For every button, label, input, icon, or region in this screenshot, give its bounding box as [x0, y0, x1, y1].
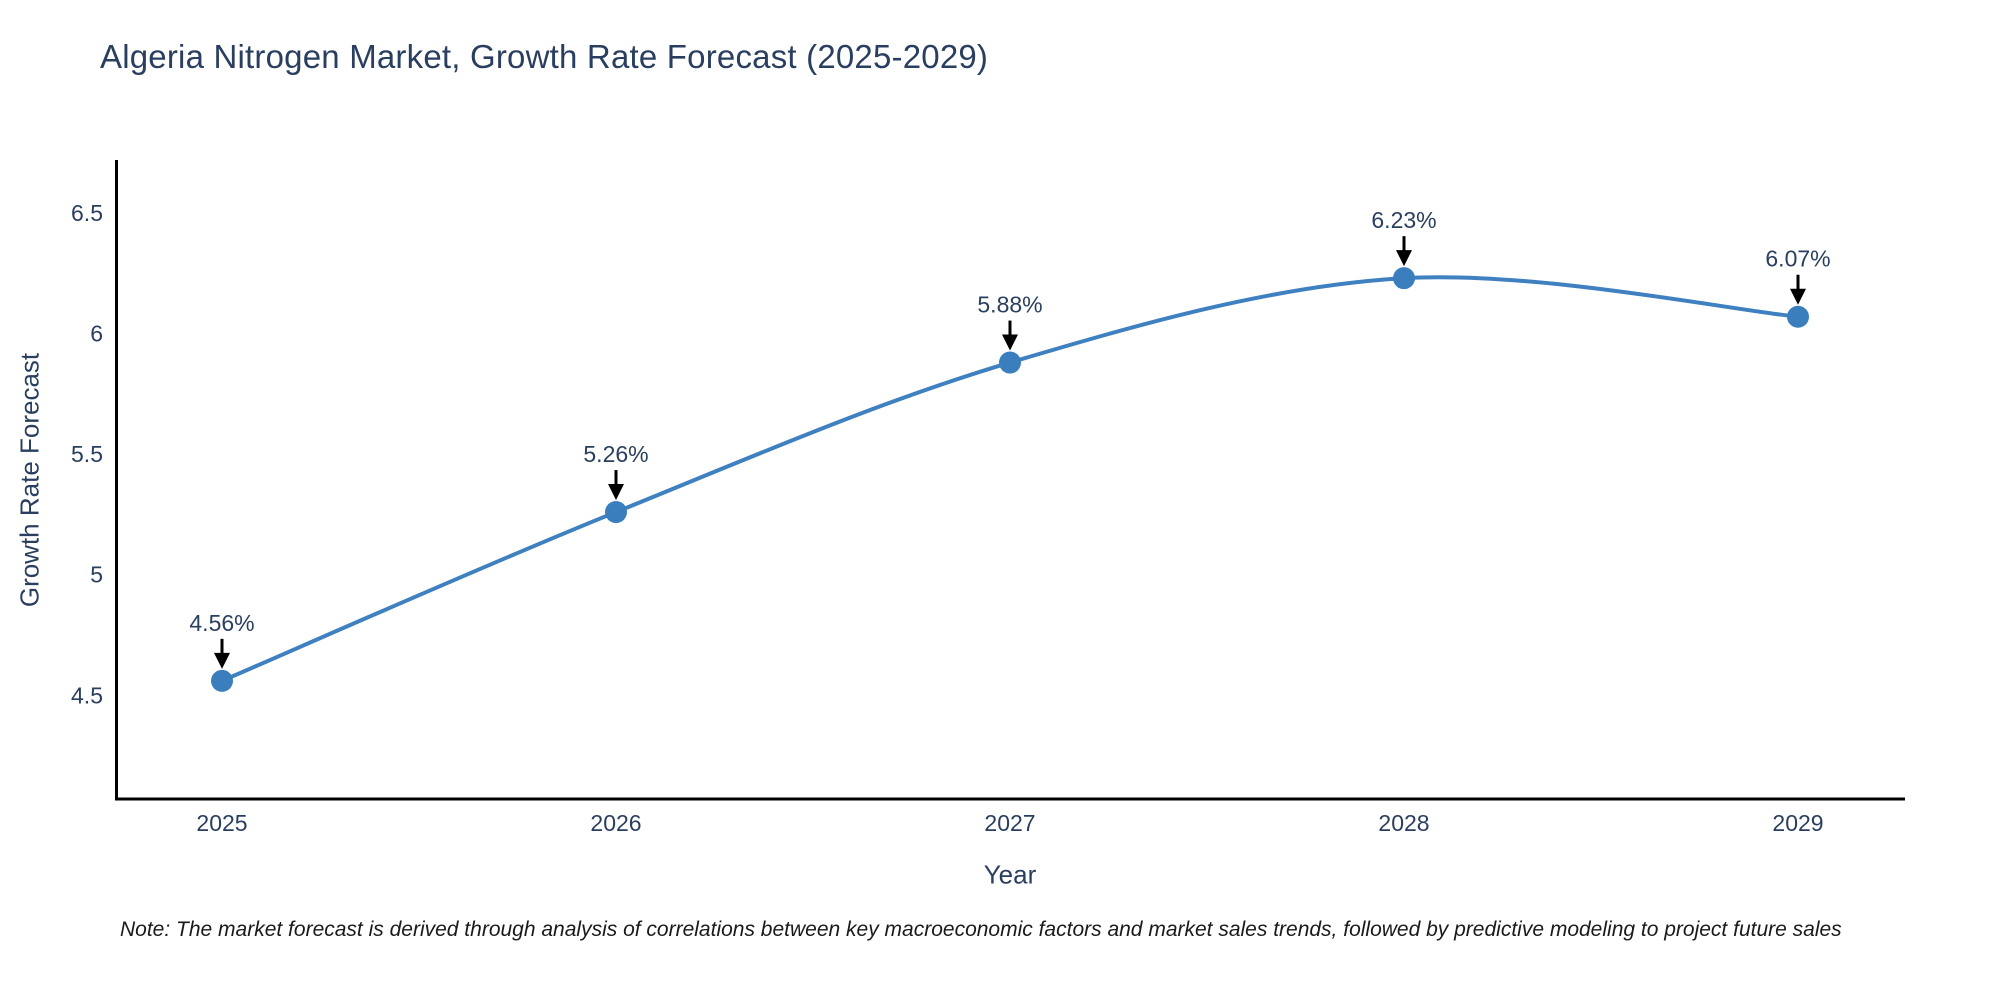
data-point-label: 5.88% — [977, 292, 1042, 318]
data-point-marker — [999, 351, 1021, 374]
x-tick-label: 2025 — [196, 810, 247, 836]
data-point-label: 6.23% — [1371, 207, 1436, 233]
data-point-label: 5.26% — [583, 441, 648, 467]
data-point-marker — [1393, 267, 1415, 290]
annotation-arrow-head — [608, 484, 624, 501]
data-point-label: 4.56% — [189, 610, 254, 636]
y-axis-title: Growth Rate Forecast — [14, 352, 45, 608]
x-axis-title: Year — [983, 859, 1037, 890]
annotation-arrow-head — [1002, 334, 1018, 351]
chart-title: Algeria Nitrogen Market, Growth Rate For… — [100, 38, 989, 75]
y-tick-label: 5 — [90, 562, 103, 588]
x-tick-label: 2027 — [984, 810, 1035, 836]
y-tick-label: 6.5 — [71, 200, 103, 226]
y-tick-label: 6 — [90, 321, 103, 347]
x-tick-label: 2026 — [590, 810, 641, 836]
annotation-arrow-head — [1790, 288, 1806, 305]
annotation-arrow-head — [214, 652, 230, 669]
x-tick-label: 2029 — [1772, 810, 1823, 836]
data-point-label: 6.07% — [1765, 246, 1830, 272]
y-tick-label: 4.5 — [71, 682, 103, 708]
annotation-arrow-head — [1396, 250, 1412, 267]
data-point-marker — [1787, 305, 1809, 328]
data-point-marker — [605, 501, 627, 524]
footnote-text: Note: The market forecast is derived thr… — [120, 918, 1842, 941]
x-tick-label: 2028 — [1378, 810, 1429, 836]
data-point-marker — [211, 669, 233, 692]
y-tick-label: 5.5 — [71, 441, 103, 467]
